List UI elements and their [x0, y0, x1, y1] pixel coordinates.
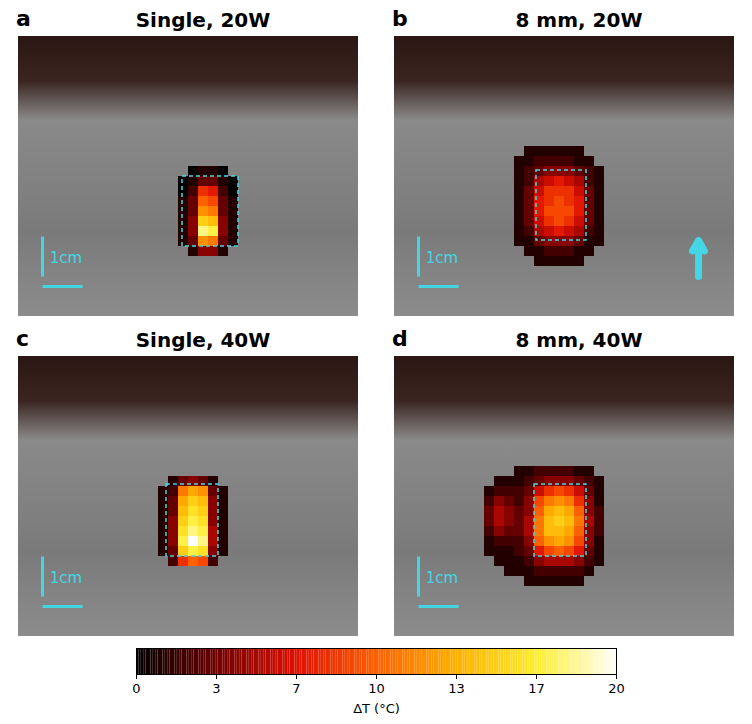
svg-text:10: 10	[368, 681, 385, 696]
html-text:Single, 40W: Single, 40W	[135, 328, 271, 352]
svg-text:7: 7	[292, 681, 300, 696]
svg-text:1cm: 1cm	[426, 569, 458, 587]
html-text:8 mm, 40W: 8 mm, 40W	[515, 328, 643, 352]
svg-text:1cm: 1cm	[50, 249, 82, 267]
svg-text:17: 17	[528, 681, 545, 696]
svg-text:13: 13	[448, 681, 465, 696]
svg-text:3: 3	[212, 681, 220, 696]
svg-text:1cm: 1cm	[50, 569, 82, 587]
html-text:b: b	[392, 6, 408, 31]
svg-text:1cm: 1cm	[426, 249, 458, 267]
html-text:8 mm, 20W: 8 mm, 20W	[515, 8, 643, 32]
svg-text:20: 20	[608, 681, 625, 696]
html-text:Single, 20W: Single, 20W	[135, 8, 271, 32]
html-text:c: c	[16, 326, 29, 351]
svg-text:0: 0	[132, 681, 140, 696]
html-text:a: a	[16, 6, 31, 31]
svg-text:ΔT (°C): ΔT (°C)	[353, 701, 400, 716]
html-text:d: d	[392, 326, 408, 351]
